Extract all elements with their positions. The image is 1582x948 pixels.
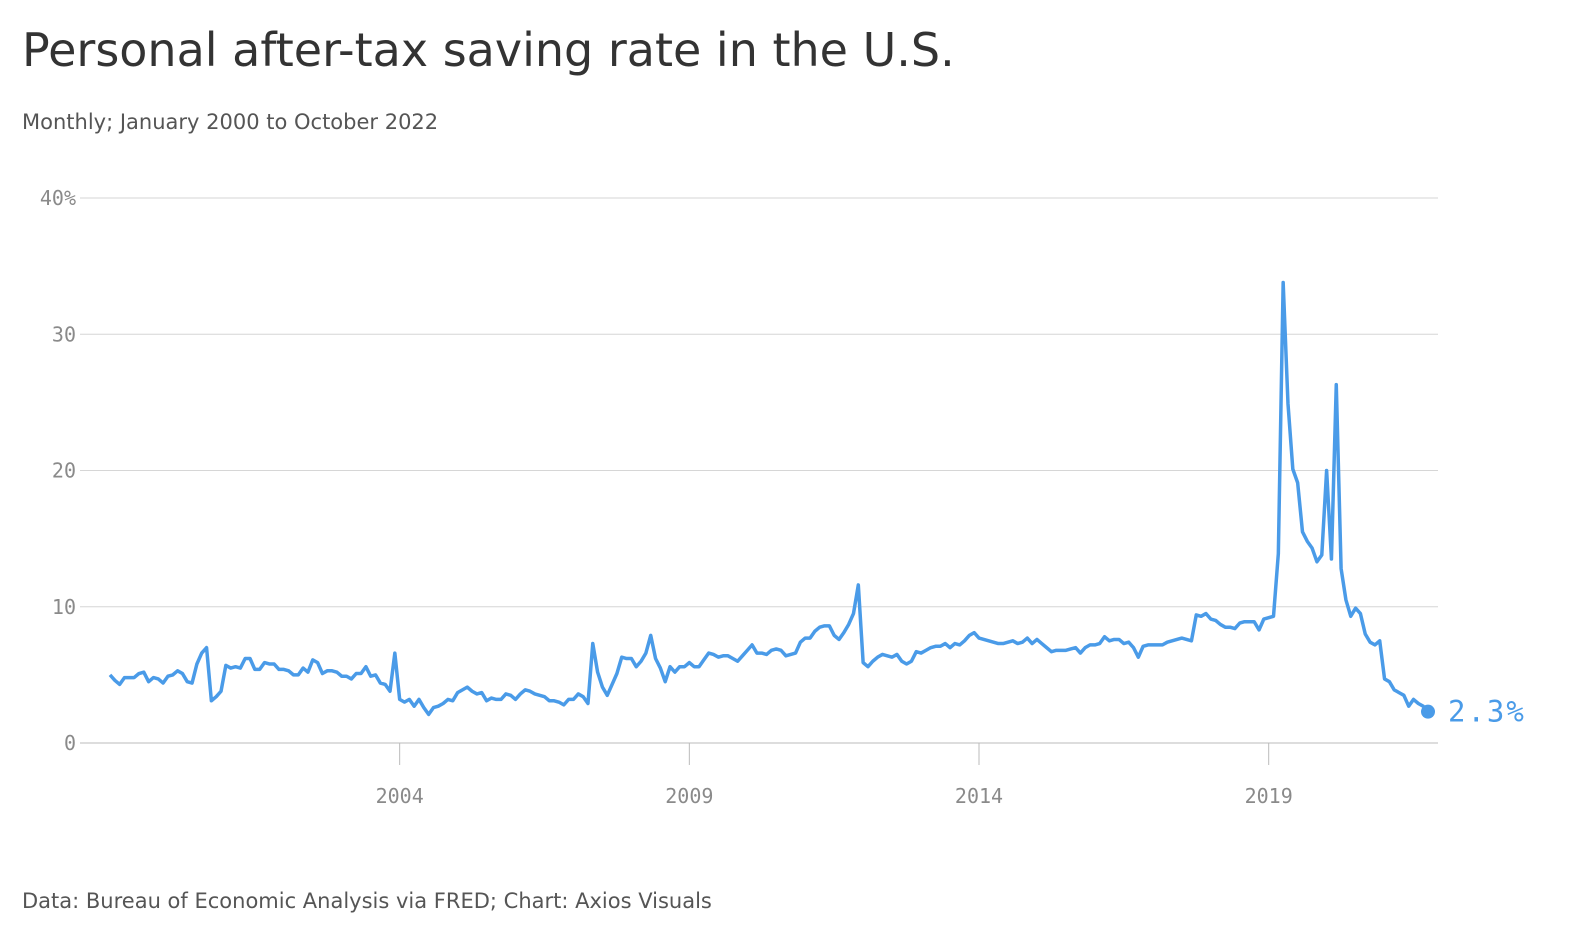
x-tick-label: 2004 — [376, 784, 424, 808]
end-point — [1421, 704, 1435, 719]
y-tick-label: 0 — [64, 731, 76, 755]
x-tick-label: 2019 — [1245, 784, 1293, 808]
y-tick-label: 30 — [52, 322, 76, 346]
y-tick-label: 20 — [52, 459, 76, 483]
x-tick-label: 2014 — [955, 784, 1003, 808]
line — [108, 280, 1430, 717]
y-tick-label: 10 — [52, 595, 76, 619]
y-tick-label: 40% — [40, 186, 76, 210]
x-tick-label: 2009 — [665, 784, 713, 808]
value-label: 2.3% — [1448, 695, 1526, 729]
chart-title: Personal after-tax saving rate in the U.… — [22, 23, 955, 77]
chart-source: Data: Bureau of Economic Analysis via FR… — [22, 889, 712, 913]
chart-subtitle: Monthly; January 2000 to October 2022 — [22, 110, 438, 134]
